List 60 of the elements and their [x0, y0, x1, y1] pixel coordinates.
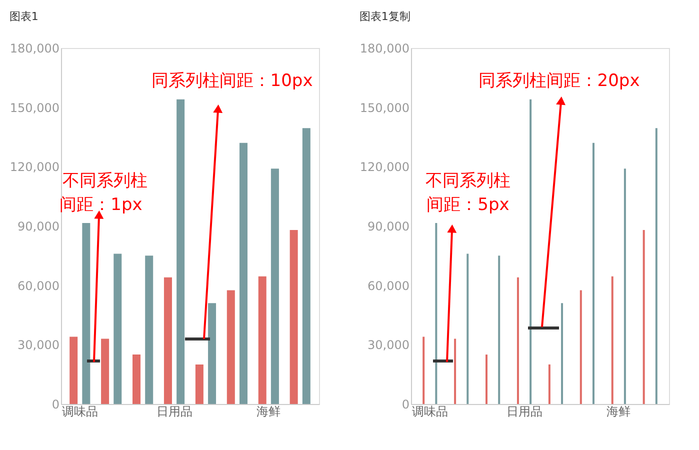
bar	[548, 364, 550, 404]
x-tick-label: 调味品	[62, 404, 98, 418]
annotation: 同系列柱间距：10px	[151, 71, 313, 91]
y-tick-label: 30,000	[18, 338, 60, 352]
x-tick-label: 海鲜	[256, 404, 281, 418]
bar	[258, 276, 266, 404]
annotation: 不同系列柱	[62, 171, 148, 191]
x-tick-label: 海鲜	[606, 404, 631, 418]
bar	[226, 290, 235, 404]
bar	[642, 230, 645, 404]
bar	[422, 336, 425, 404]
bar	[454, 338, 456, 404]
chart-title: 图表1复制	[359, 10, 410, 23]
bar	[435, 223, 438, 404]
annotation: 间距：1px	[60, 195, 142, 215]
bar	[208, 303, 216, 404]
bar	[82, 223, 90, 404]
bar	[498, 256, 500, 404]
x-tick-label: 日用品	[506, 404, 542, 418]
bar	[592, 142, 594, 404]
x-tick-label: 调味品	[412, 404, 448, 418]
bar	[70, 336, 78, 404]
bar	[195, 364, 204, 404]
bar	[580, 290, 582, 404]
y-tick-label: 90,000	[18, 220, 60, 234]
bar	[239, 142, 248, 404]
bar	[101, 338, 110, 404]
bar	[164, 277, 172, 404]
y-tick-label: 150,000	[10, 100, 60, 115]
bar	[561, 303, 564, 404]
bar	[516, 277, 519, 404]
bar	[270, 168, 279, 404]
y-tick-label: 60,000	[18, 278, 60, 293]
bar	[530, 99, 532, 404]
bar	[466, 254, 469, 404]
annotation: 不同系列柱	[426, 171, 510, 191]
y-tick-label: 180,000	[360, 42, 410, 56]
bar	[486, 354, 488, 404]
y-tick-label: 150,000	[360, 100, 410, 115]
y-tick-label: 0	[402, 398, 410, 412]
bar	[655, 128, 658, 404]
y-tick-label: 0	[52, 398, 60, 412]
y-tick-label: 30,000	[368, 338, 410, 352]
bar	[624, 168, 626, 404]
x-tick-label: 日用品	[156, 404, 192, 418]
bar	[132, 354, 141, 404]
y-tick-label: 180,000	[10, 42, 60, 56]
bar	[302, 128, 310, 404]
y-tick-label: 120,000	[10, 160, 60, 174]
chart-title: 图表1	[9, 10, 38, 23]
bar	[145, 256, 154, 404]
y-tick-label: 90,000	[368, 220, 410, 234]
bar	[114, 254, 122, 404]
y-tick-label: 120,000	[360, 160, 410, 174]
annotation: 间距：5px	[426, 195, 510, 215]
y-tick-label: 60,000	[368, 278, 410, 293]
annotation: 同系列柱间距：20px	[478, 71, 640, 91]
bar	[176, 99, 185, 404]
bar	[611, 276, 614, 404]
bar	[290, 230, 298, 404]
